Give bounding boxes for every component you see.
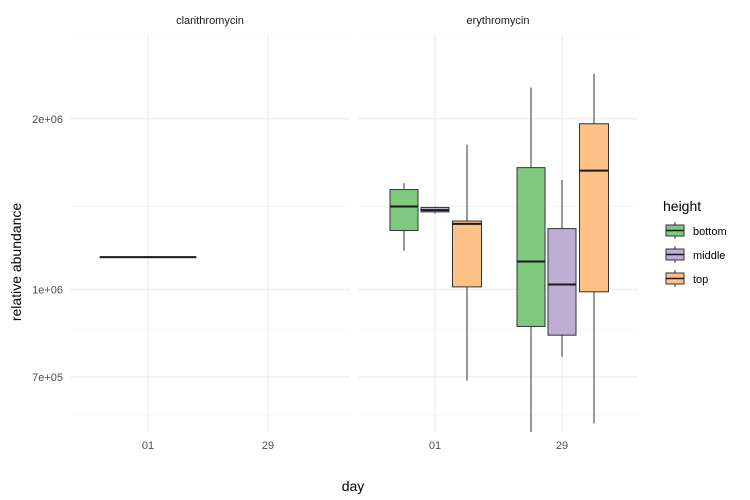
x-tick-label: 01 [429, 440, 441, 452]
x-tick-label: 29 [556, 440, 568, 452]
panels-layer: clarithromycin erythromycin [70, 15, 638, 432]
panel-clarithromycin: clarithromycin [70, 15, 350, 432]
x-axis-title: day [342, 478, 365, 494]
legend-key-top [665, 270, 685, 287]
legend-title: height [663, 198, 701, 214]
strip-label-clarithromycin: clarithromycin [176, 15, 244, 27]
legend: height bottom middle top [663, 198, 727, 287]
box-body [547, 228, 577, 336]
box-clarithromycin-01-all [99, 256, 197, 259]
legend-key-middle [665, 246, 685, 263]
box-erythromycin-29-middle [547, 179, 577, 357]
x-tick-label: 01 [142, 440, 154, 452]
box-erythromycin-29-top [579, 73, 609, 424]
legend-label-bottom: bottom [693, 226, 727, 238]
x-tick-label: 29 [262, 440, 274, 452]
box-erythromycin-29-bottom [516, 87, 546, 432]
box-erythromycin-01-bottom [389, 183, 419, 251]
box-body [516, 167, 546, 327]
box-erythromycin-01-middle [420, 206, 450, 214]
y-tick-label: 2e+06 [32, 114, 63, 126]
box-body [452, 220, 482, 288]
panel-erythromycin: erythromycin [358, 15, 638, 432]
y-tick-label: 7e+05 [32, 372, 63, 384]
y-axis-title: relative abundance [8, 203, 24, 322]
box-erythromycin-01-top [452, 144, 482, 381]
legend-label-top: top [693, 274, 708, 286]
strip-label-erythromycin: erythromycin [467, 15, 530, 27]
x-axis: 01 29 01 29 [142, 440, 568, 452]
y-axis: 7e+05 1e+06 2e+06 [32, 114, 63, 384]
box-body [579, 123, 609, 293]
box-body [389, 189, 419, 232]
y-tick-label: 1e+06 [32, 284, 63, 296]
legend-label-middle: middle [693, 250, 725, 262]
legend-key-bottom [665, 222, 685, 239]
